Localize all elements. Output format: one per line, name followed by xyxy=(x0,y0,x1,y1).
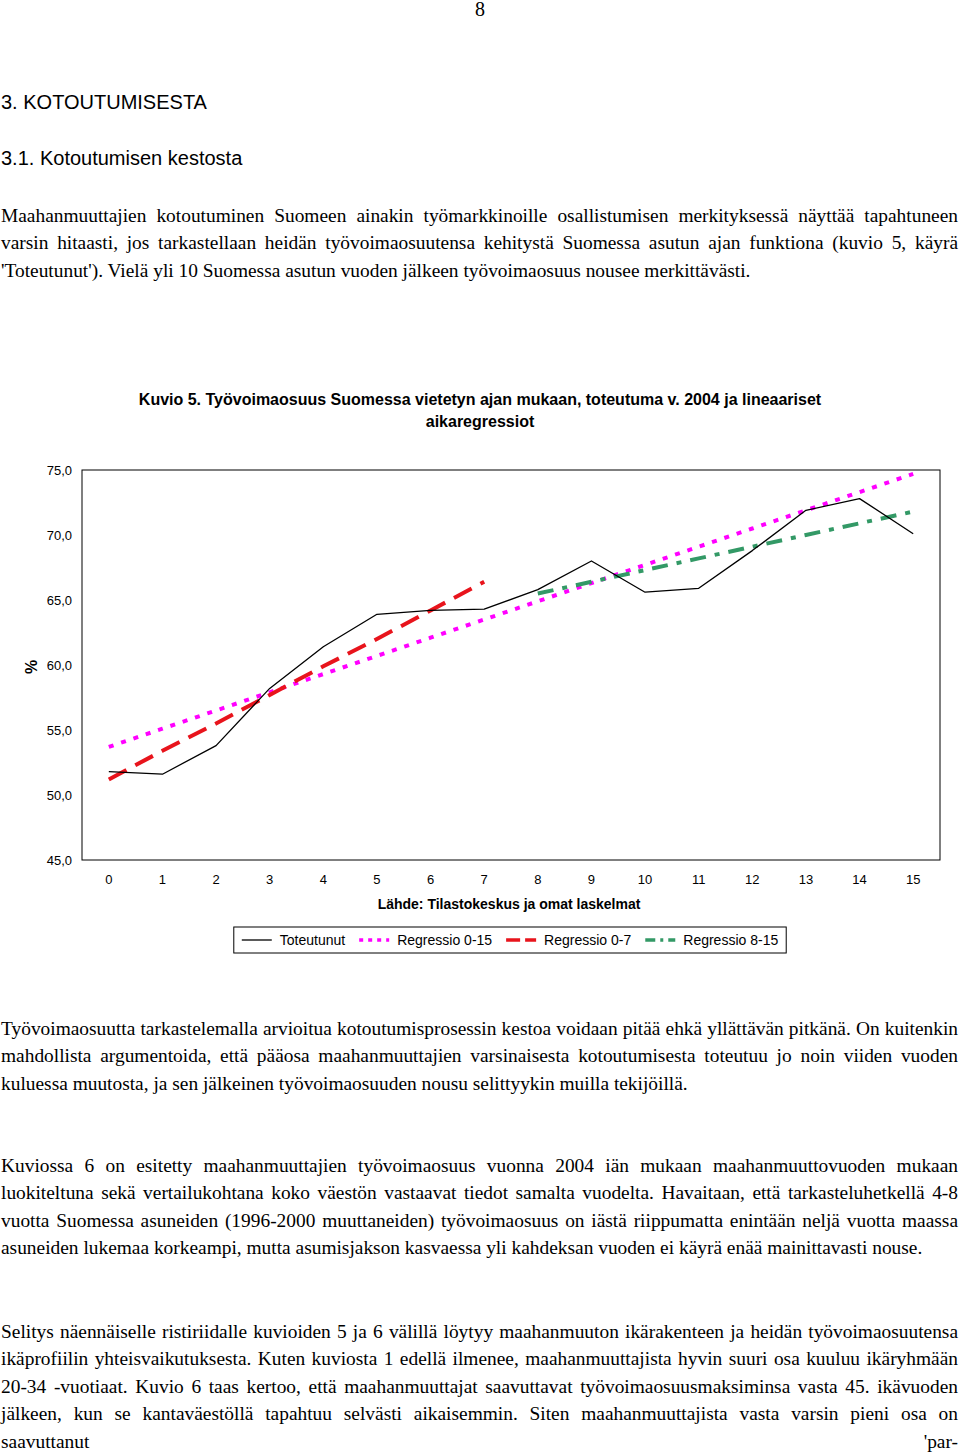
x-tick-label: 5 xyxy=(373,872,380,887)
y-tick-label: 55,0 xyxy=(47,723,72,738)
x-tick-label: 2 xyxy=(212,872,219,887)
series-line xyxy=(109,582,484,780)
y-tick-label: 70,0 xyxy=(47,528,72,543)
series-line xyxy=(109,499,913,775)
legend-label: Regressio 0-7 xyxy=(544,932,631,948)
y-tick-label: 60,0 xyxy=(47,658,72,673)
y-tick-label: 45,0 xyxy=(47,853,72,868)
y-tick-label: 75,0 xyxy=(47,463,72,478)
x-tick-label: 12 xyxy=(745,872,759,887)
paragraph: Kuviossa 6 on esitetty maahanmuuttajien … xyxy=(1,1152,958,1262)
heading: 3. KOTOUTUMISESTA xyxy=(1,91,207,114)
legend-swatch xyxy=(645,938,675,942)
subheading: 3.1. Kotoutumisen kestosta xyxy=(1,147,242,170)
legend-swatch xyxy=(242,939,272,940)
y-tick-label: 65,0 xyxy=(47,593,72,608)
plot-area xyxy=(109,474,913,780)
x-tick-label: 14 xyxy=(852,872,866,887)
x-tick-label: 7 xyxy=(481,872,488,887)
page-number: 8 xyxy=(0,0,960,21)
x-tick-label: 4 xyxy=(320,872,327,887)
series-line xyxy=(538,512,913,594)
plot-frame xyxy=(82,470,940,860)
x-tick-label: 11 xyxy=(692,872,706,887)
x-tick-label: 8 xyxy=(534,872,541,887)
chart: 45,050,055,060,065,070,075,0012345678910… xyxy=(0,0,960,1455)
legend-swatch xyxy=(506,938,536,942)
paragraph: Maahanmuuttajien kotoutuminen Suomeen ai… xyxy=(1,202,958,284)
series-line xyxy=(109,474,913,747)
x-tick-label: 9 xyxy=(588,872,595,887)
x-tick-label: 15 xyxy=(906,872,920,887)
x-tick-label: 3 xyxy=(266,872,273,887)
legend-label: Regressio 8-15 xyxy=(683,932,778,948)
x-tick-label: 0 xyxy=(105,872,112,887)
x-tick-label: 1 xyxy=(159,872,166,887)
y-axis-label: % xyxy=(23,660,40,674)
x-axis-label: Lähde: Tilastokeskus ja omat laskelmat xyxy=(378,896,641,912)
legend-swatch xyxy=(359,938,389,942)
paragraph: Selitys näennäiselle ristiriidalle kuvio… xyxy=(1,1318,958,1455)
x-tick-label: 10 xyxy=(638,872,652,887)
x-tick-label: 6 xyxy=(427,872,434,887)
x-tick-label: 13 xyxy=(799,872,813,887)
legend-label: Regressio 0-15 xyxy=(397,932,492,948)
legend: Toteutunut Regressio 0-15 Regressio 0-7 Reg… xyxy=(234,927,786,953)
paragraph: Työvoimaosuutta tarkastelemalla arvioitu… xyxy=(1,1015,958,1097)
chart-title: Kuvio 5. Työvoimaosuus Suomessa vietetyn… xyxy=(100,389,860,433)
legend-label: Toteutunut xyxy=(280,932,345,948)
y-tick-label: 50,0 xyxy=(47,788,72,803)
